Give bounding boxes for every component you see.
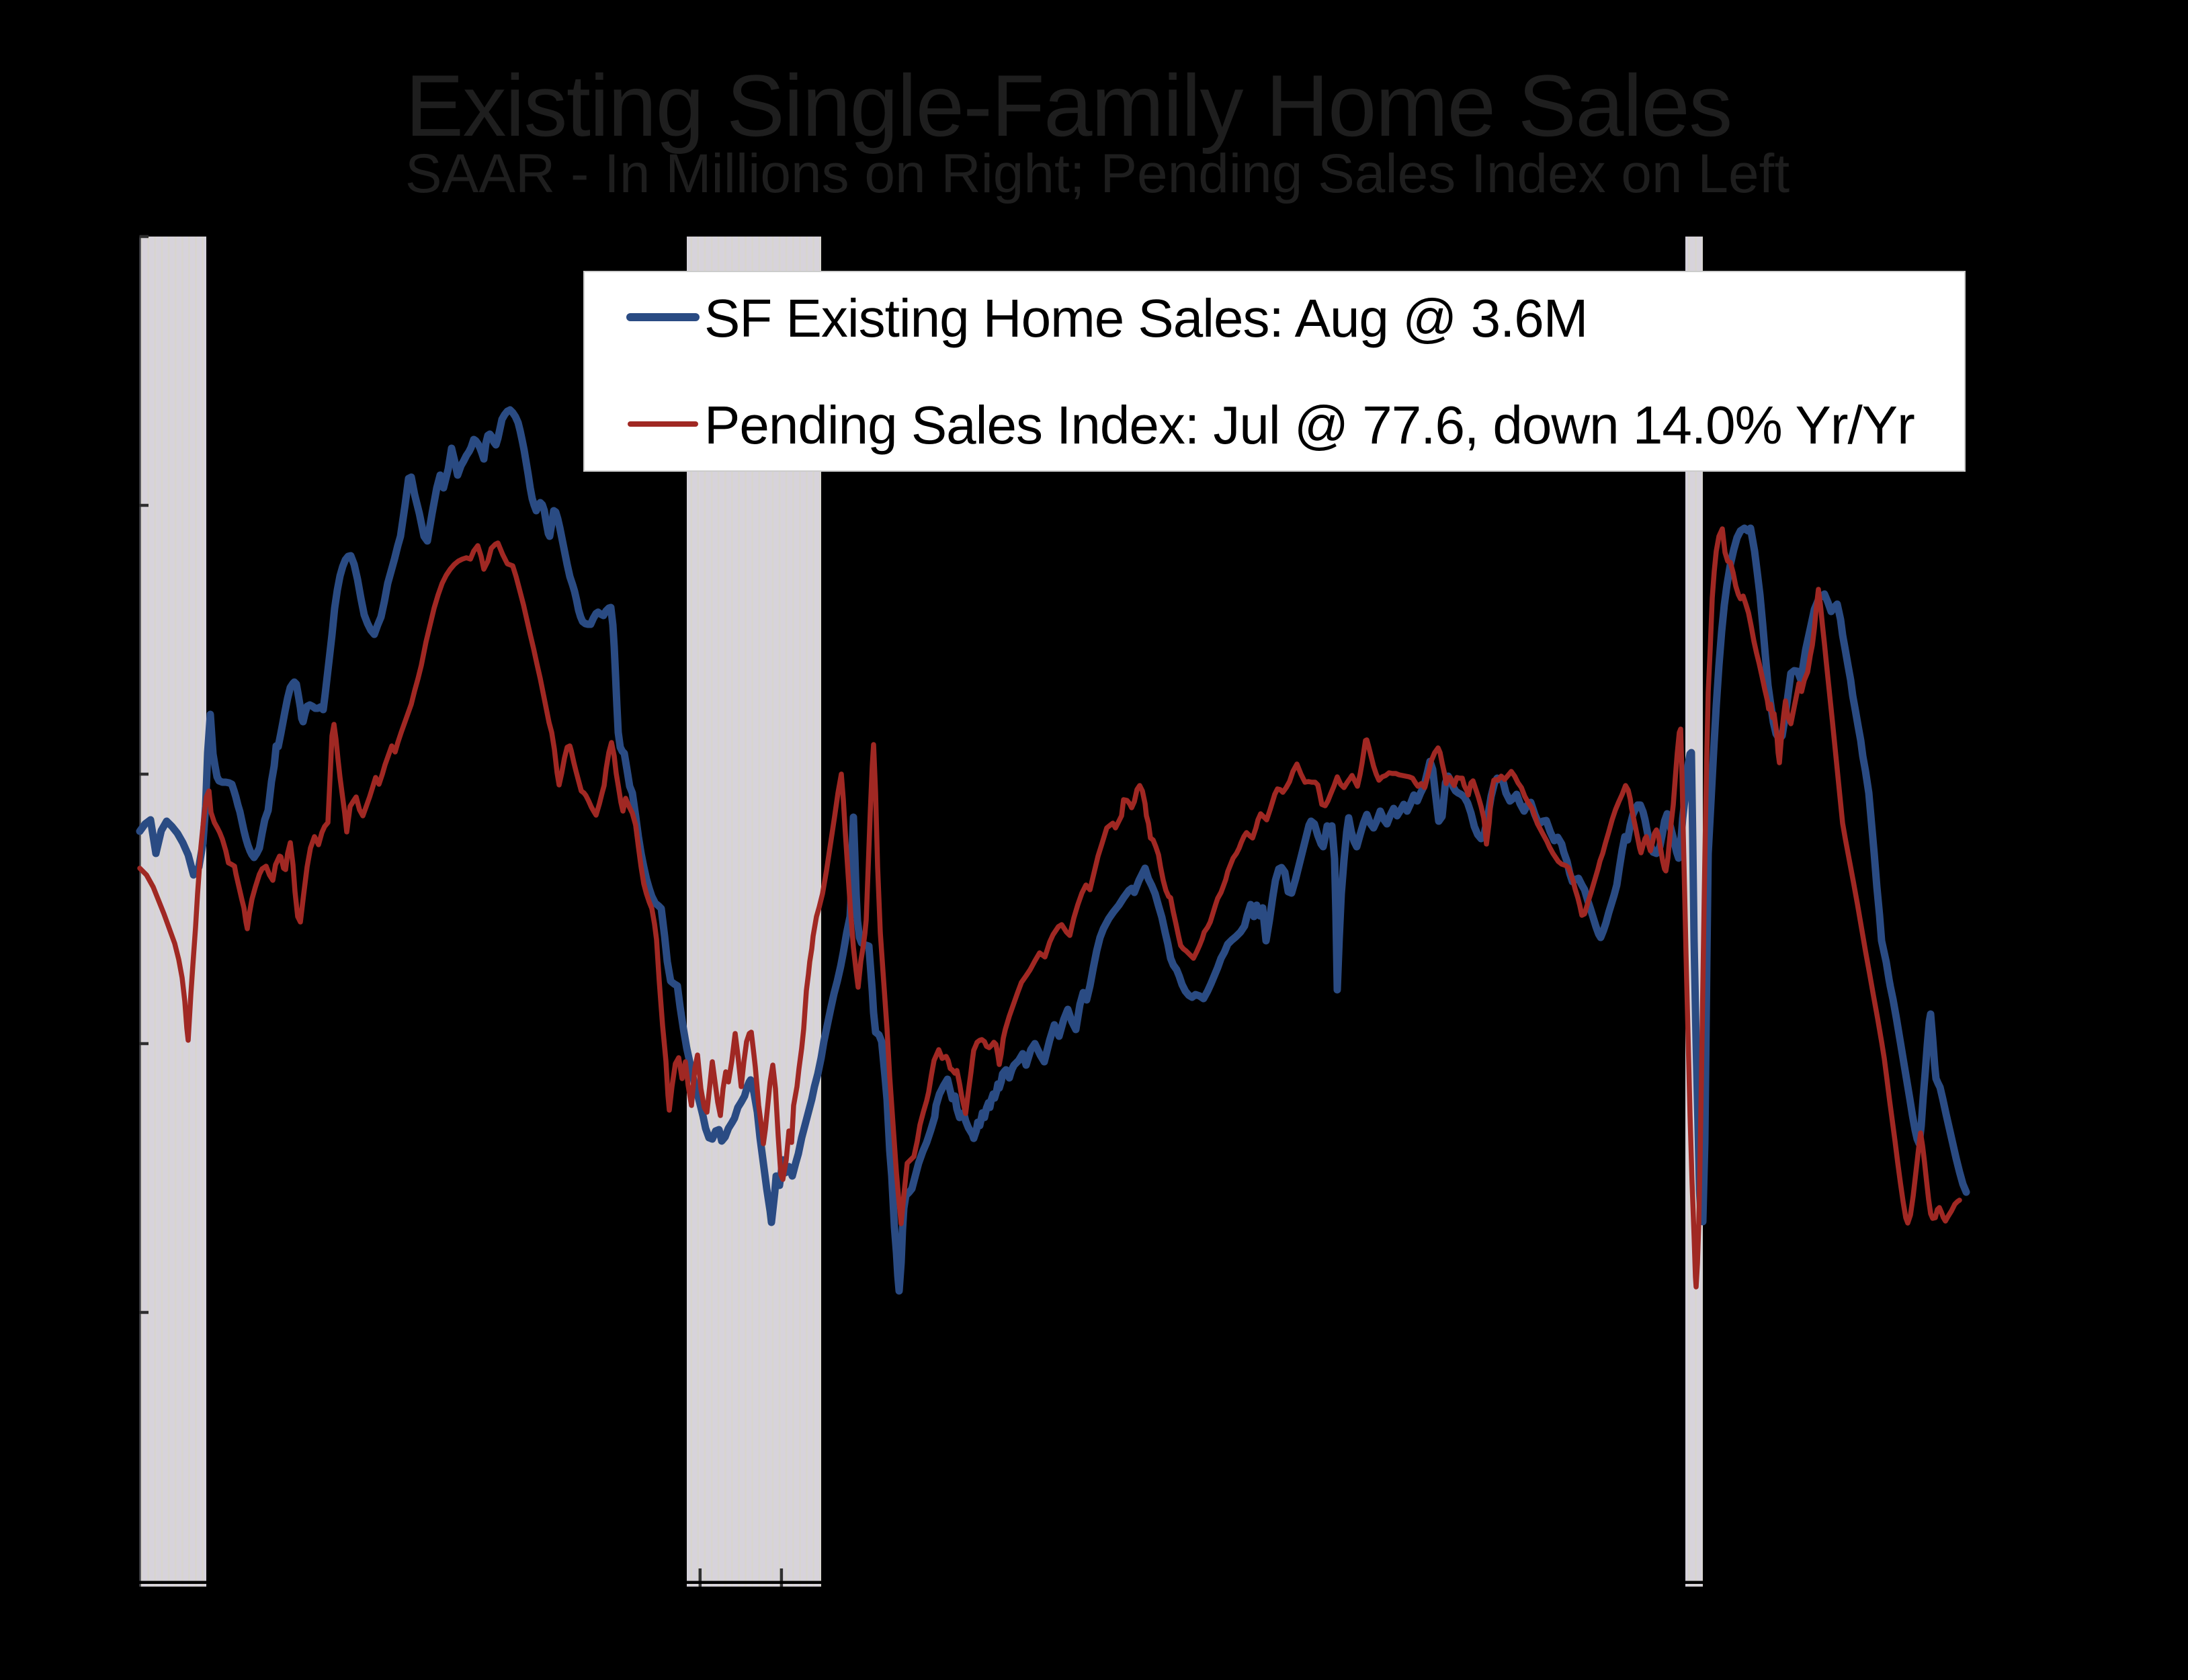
svg-text:SF Existing Home Sales: Aug @: SF Existing Home Sales: Aug @ 3.6M: [704, 288, 1587, 348]
svg-text:Pending Sales Index: Jul @ 77.: Pending Sales Index: Jul @ 77.6, down 14…: [704, 395, 1914, 455]
